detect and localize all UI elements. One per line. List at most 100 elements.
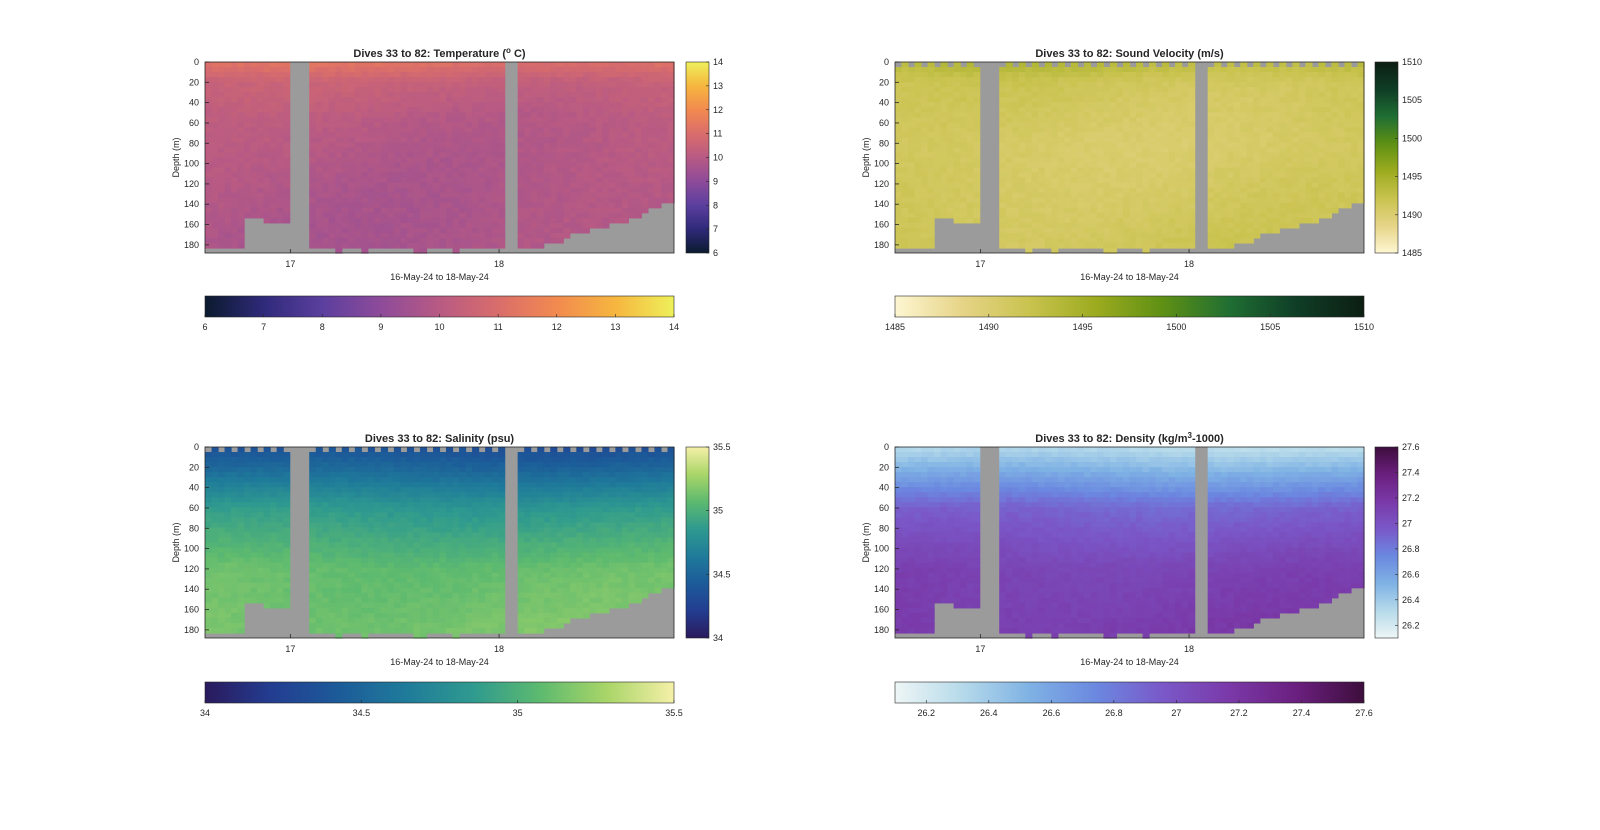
data-cell bbox=[647, 167, 656, 174]
data-cell bbox=[1142, 87, 1150, 93]
data-cell bbox=[465, 237, 473, 244]
data-cell bbox=[237, 527, 245, 534]
data-cell bbox=[1038, 117, 1046, 123]
data-cell bbox=[1246, 132, 1254, 138]
data-cell bbox=[1038, 237, 1046, 244]
data-cell bbox=[569, 142, 577, 149]
data-cell bbox=[921, 187, 929, 194]
data-cell bbox=[1220, 112, 1228, 118]
data-cell bbox=[947, 87, 955, 93]
data-cell bbox=[426, 192, 434, 199]
data-cell bbox=[1083, 167, 1092, 174]
data-cell bbox=[641, 197, 649, 204]
data-cell bbox=[973, 192, 981, 199]
data-cell bbox=[367, 217, 375, 224]
data-cell bbox=[1233, 167, 1241, 174]
data-cell bbox=[667, 192, 675, 199]
data-cell bbox=[413, 87, 421, 93]
data-cell bbox=[387, 227, 395, 234]
data-cell bbox=[224, 547, 232, 554]
data-cell bbox=[374, 227, 382, 234]
data-cell bbox=[660, 132, 669, 138]
data-cell bbox=[393, 127, 402, 133]
data-cell bbox=[367, 62, 375, 68]
data-cell bbox=[1122, 202, 1131, 209]
data-cell bbox=[1331, 112, 1339, 118]
data-cell bbox=[1318, 87, 1326, 93]
data-cell bbox=[654, 197, 662, 204]
data-cell bbox=[647, 112, 656, 118]
data-cell bbox=[1044, 217, 1052, 224]
data-cell bbox=[1077, 82, 1085, 88]
data-cell bbox=[224, 87, 232, 93]
data-cell bbox=[1083, 87, 1092, 93]
data-cell bbox=[205, 147, 213, 154]
data-cell bbox=[224, 157, 232, 164]
data-cell bbox=[1031, 107, 1039, 113]
data-cell bbox=[563, 172, 571, 179]
data-cell bbox=[1083, 77, 1092, 83]
data-cell bbox=[1122, 232, 1131, 239]
data-cell bbox=[940, 167, 948, 174]
data-cell bbox=[1083, 102, 1092, 108]
data-cell bbox=[1357, 132, 1365, 138]
data-cell bbox=[491, 87, 499, 93]
data-cell bbox=[211, 497, 219, 503]
data-cell bbox=[1331, 87, 1339, 93]
data-cell bbox=[211, 527, 219, 534]
data-cell bbox=[446, 232, 454, 239]
data-cell bbox=[1331, 77, 1339, 83]
data-cell bbox=[543, 217, 551, 224]
data-cell bbox=[354, 237, 362, 244]
data-cell bbox=[1318, 162, 1326, 169]
data-cell bbox=[1318, 72, 1326, 78]
data-cell bbox=[348, 197, 356, 204]
data-cell bbox=[901, 242, 909, 249]
data-cell bbox=[563, 147, 571, 154]
data-cell bbox=[1142, 212, 1150, 219]
data-cell bbox=[419, 137, 428, 144]
data-cell bbox=[1350, 127, 1359, 133]
data-cell bbox=[621, 67, 629, 73]
data-cell bbox=[1207, 87, 1215, 93]
data-cell bbox=[1311, 202, 1319, 209]
data-cell bbox=[901, 202, 909, 209]
data-cell bbox=[1012, 172, 1020, 179]
data-cell bbox=[218, 227, 226, 234]
data-cell bbox=[472, 172, 480, 179]
data-cell bbox=[341, 107, 349, 113]
data-cell bbox=[921, 122, 929, 128]
data-cell bbox=[1083, 147, 1092, 154]
data-cell bbox=[1337, 92, 1346, 98]
data-cell bbox=[387, 177, 395, 184]
data-cell bbox=[485, 62, 493, 68]
data-cell bbox=[634, 97, 643, 103]
data-cell bbox=[341, 172, 349, 179]
data-cell bbox=[400, 82, 408, 88]
data-cell bbox=[1038, 67, 1046, 73]
data-cell bbox=[205, 532, 213, 539]
data-cell bbox=[1181, 182, 1189, 189]
data-cell bbox=[1149, 232, 1157, 239]
data-cell bbox=[1227, 232, 1235, 239]
data-cell bbox=[1116, 92, 1124, 98]
data-cell bbox=[973, 97, 981, 103]
data-cell bbox=[1149, 192, 1157, 199]
data-cell bbox=[1272, 112, 1280, 118]
data-cell bbox=[667, 102, 675, 108]
data-cell bbox=[1162, 127, 1170, 133]
data-cell bbox=[1318, 82, 1326, 88]
data-cell bbox=[1207, 107, 1215, 113]
data-cell bbox=[1162, 72, 1170, 78]
data-cell bbox=[406, 82, 415, 88]
data-cell bbox=[940, 117, 948, 123]
data-cell bbox=[452, 207, 460, 214]
data-cell bbox=[211, 142, 219, 149]
data-cell bbox=[1233, 187, 1241, 194]
data-cell bbox=[1090, 222, 1098, 229]
data-cell bbox=[1122, 97, 1131, 103]
data-cell bbox=[1018, 102, 1026, 108]
data-cell bbox=[1227, 77, 1235, 83]
data-cell bbox=[328, 122, 336, 128]
data-cell bbox=[1344, 202, 1352, 209]
